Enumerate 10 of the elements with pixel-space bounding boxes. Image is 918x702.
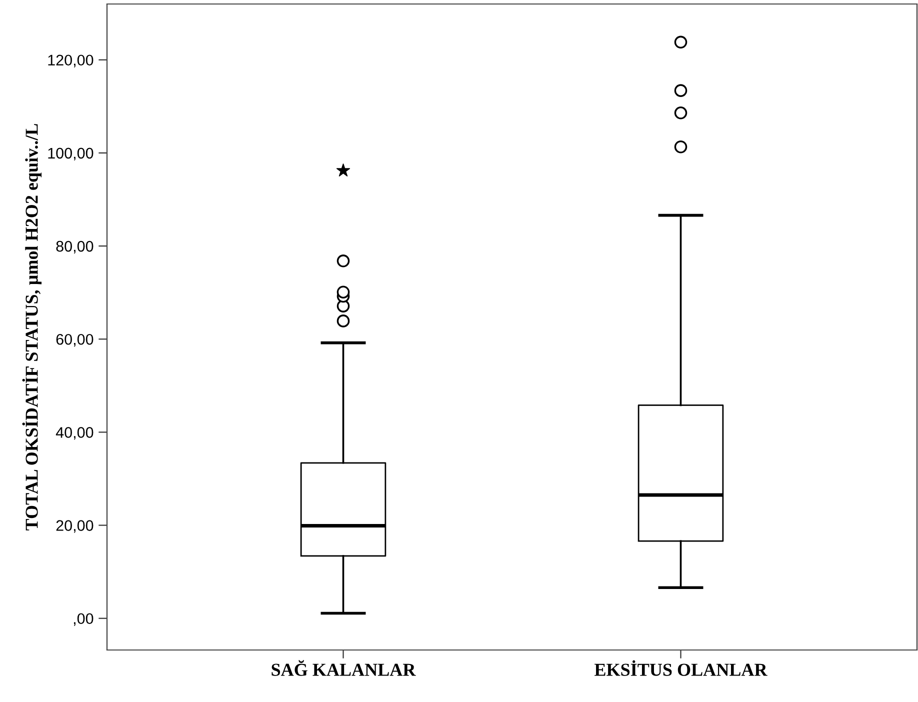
y-tick-label: 120,00 — [48, 54, 94, 68]
y-tick-label: 100,00 — [48, 148, 94, 160]
x-tick-label: SAĞ KALANLAR — [272, 660, 416, 676]
y-tick-label: 80,00 — [56, 240, 94, 254]
x-tick-label: EKSİTUS OLANLAR — [594, 660, 768, 676]
y-tick-label: 20,00 — [56, 520, 94, 533]
y-tick-label: 60,00 — [56, 334, 94, 347]
y-axis-title: TOTAL OKSİDATİF STATUS, µmol H2O2 equiv../L — [22, 124, 42, 530]
y-tick-label: 40,00 — [56, 427, 94, 440]
y-tick-label: ,00 — [74, 613, 94, 626]
